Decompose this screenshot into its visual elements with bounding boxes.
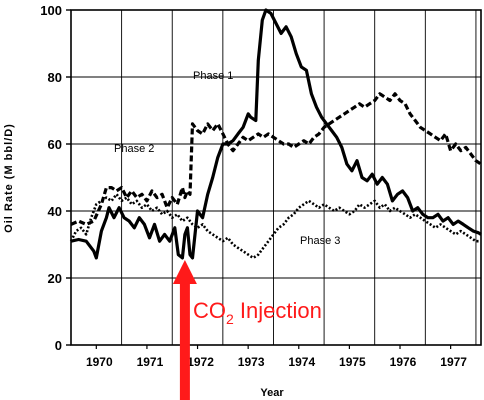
series-line-phase-1 [70,8,482,260]
y-tick-label: 100 [40,3,62,18]
y-tick-label: 0 [55,338,62,353]
phase-3-label: Phase 3 [300,235,340,247]
co2-injection-label: CO2 Injection [193,298,322,327]
series-line-phase-2 [70,92,482,226]
y-tick-label: 60 [48,137,62,152]
plot-frame [70,9,482,346]
x-tick-label: 1971 [137,355,164,369]
y-tick-label: 20 [48,271,62,286]
x-tick-label: 1974 [288,355,315,369]
co2-text-subscript: 2 [226,311,234,327]
x-tick-label: 1970 [86,355,113,369]
series-line-phase-3 [69,193,481,260]
co2-injection-arrow [172,260,197,400]
y-tick-label: 80 [48,70,62,85]
y-axis-title: Oil Rate (M bbl/D) [3,123,15,233]
axis-ticks: 0 20 40 60 80 100 1970 1971 1972 1973 1974 1975 1976… [40,3,467,369]
phase-2-label: Phase 2 [114,143,154,155]
series-lines [69,8,482,260]
y-tick-label: 40 [48,204,62,219]
x-tick-label: 1975 [339,355,366,369]
x-axis-title: Year [260,387,284,399]
x-tick-label: 1972 [187,355,214,369]
x-tick-label: 1977 [440,355,467,369]
co2-arrow-shaft [179,282,190,400]
co2-text-main: CO [193,298,226,323]
co2-arrow-head [172,260,197,284]
x-tick-label: 1973 [238,355,265,369]
phase-1-label: Phase 1 [193,70,233,82]
co2-text-rest: Injection [234,298,322,323]
x-tick-label: 1976 [390,355,417,369]
gridlines [71,10,481,345]
